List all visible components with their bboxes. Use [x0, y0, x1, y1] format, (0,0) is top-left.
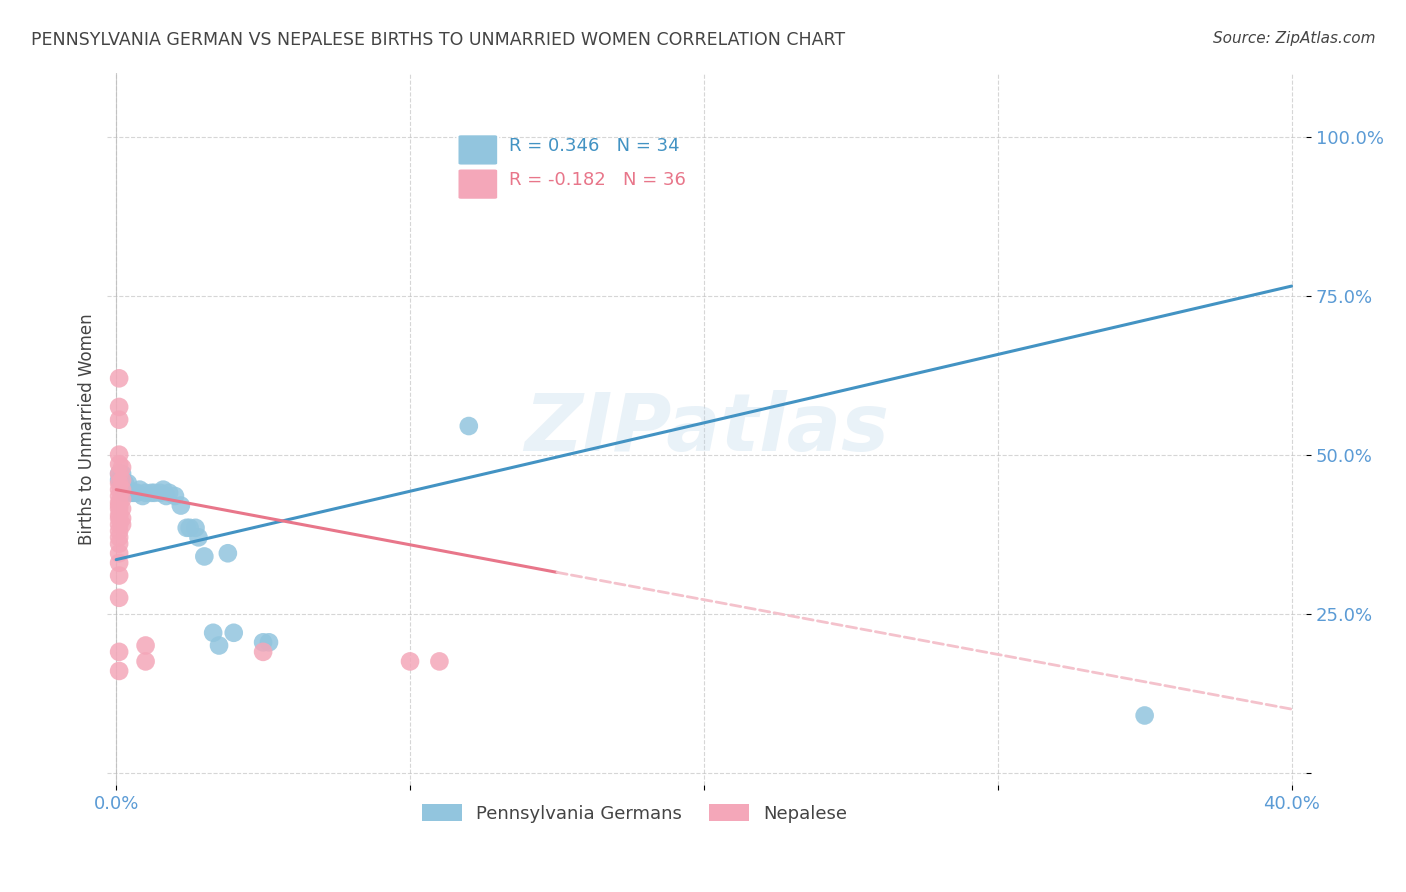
Point	[108, 412, 131, 426]
Point	[108, 499, 131, 513]
Point	[429, 654, 451, 668]
Text: ZIPatlas: ZIPatlas	[524, 390, 890, 468]
Point	[155, 489, 177, 503]
Point	[143, 486, 166, 500]
Point	[111, 460, 134, 475]
Point	[208, 639, 231, 653]
Point	[152, 483, 174, 497]
Point	[222, 625, 245, 640]
Legend: Pennsylvania Germans, Nepalese: Pennsylvania Germans, Nepalese	[415, 797, 855, 830]
Point	[149, 486, 172, 500]
Point	[135, 486, 157, 500]
Point	[108, 467, 131, 481]
Point	[108, 489, 131, 503]
Point	[108, 556, 131, 570]
Point	[128, 483, 150, 497]
Point	[108, 501, 131, 516]
Point	[125, 486, 148, 500]
Point	[108, 371, 131, 385]
FancyBboxPatch shape	[457, 135, 498, 166]
Point	[252, 635, 274, 649]
Text: Source: ZipAtlas.com: Source: ZipAtlas.com	[1212, 31, 1375, 46]
Point	[108, 467, 131, 481]
Point	[135, 654, 157, 668]
Point	[170, 499, 193, 513]
Point	[108, 448, 131, 462]
Point	[108, 483, 131, 497]
Point	[108, 400, 131, 414]
Point	[111, 492, 134, 507]
Point	[108, 524, 131, 538]
Point	[217, 546, 239, 560]
Point	[120, 486, 142, 500]
Point	[111, 501, 134, 516]
Point	[108, 530, 131, 544]
Point	[163, 489, 186, 503]
Point	[157, 486, 180, 500]
Point	[108, 546, 131, 560]
Text: R = -0.182   N = 36: R = -0.182 N = 36	[509, 171, 686, 189]
Point	[117, 476, 139, 491]
Point	[193, 549, 215, 564]
Point	[108, 511, 131, 525]
Point	[108, 517, 131, 532]
Point	[108, 508, 131, 522]
Point	[108, 591, 131, 605]
Point	[108, 457, 131, 471]
Point	[108, 568, 131, 582]
Point	[114, 486, 136, 500]
Point	[108, 476, 131, 491]
Point	[184, 521, 207, 535]
Point	[187, 530, 209, 544]
Point	[111, 473, 134, 487]
Point	[141, 486, 163, 500]
Text: PENNSYLVANIA GERMAN VS NEPALESE BIRTHS TO UNMARRIED WOMEN CORRELATION CHART: PENNSYLVANIA GERMAN VS NEPALESE BIRTHS T…	[31, 31, 845, 49]
Point	[108, 473, 131, 487]
Y-axis label: Births to Unmarried Women: Births to Unmarried Women	[79, 313, 96, 545]
Point	[176, 521, 198, 535]
Point	[111, 476, 134, 491]
Point	[114, 476, 136, 491]
Point	[111, 483, 134, 497]
Point	[108, 537, 131, 551]
Point	[122, 486, 145, 500]
Point	[252, 645, 274, 659]
Point	[179, 521, 201, 535]
Point	[131, 489, 153, 503]
Point	[108, 664, 131, 678]
Point	[108, 645, 131, 659]
Point	[111, 511, 134, 525]
Point	[135, 639, 157, 653]
Point	[111, 467, 134, 481]
Point	[457, 419, 479, 434]
Point	[202, 625, 225, 640]
FancyBboxPatch shape	[457, 169, 498, 200]
Point	[257, 635, 280, 649]
Text: R = 0.346   N = 34: R = 0.346 N = 34	[509, 137, 679, 155]
Point	[108, 495, 131, 509]
Point	[1133, 708, 1156, 723]
Point	[111, 517, 134, 532]
Point	[399, 654, 422, 668]
